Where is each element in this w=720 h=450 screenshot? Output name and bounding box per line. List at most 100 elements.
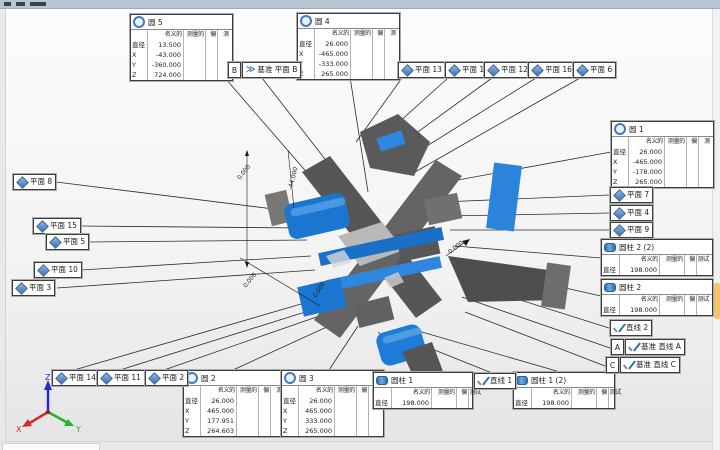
feature-title: 圆 3 xyxy=(299,373,314,383)
label-datum-plane-b[interactable]: ≫ 基准 平面 B xyxy=(242,62,302,78)
feature-table-cylinder-1-2[interactable]: 圆柱 1 (2) 名义的测量的偏差测试直径198.000 xyxy=(513,372,621,409)
plane-icon xyxy=(613,188,626,202)
label-text: 平面 15 xyxy=(50,221,77,230)
column-header: 测量的 xyxy=(664,137,686,147)
label-plane-15[interactable]: 平面 15 xyxy=(33,218,81,234)
feature-table-circle-1[interactable]: 圆 1 名义的测量的偏差测试直径26.000 X -465.000 Y -178.000… xyxy=(611,121,714,188)
measurement-grid: 名义的测量的偏差测试直径26.000X465.000Y333.000Z265.0… xyxy=(282,386,383,436)
row-label: 直径 xyxy=(132,41,145,49)
table-corner xyxy=(602,255,619,265)
deviation-cell xyxy=(372,69,384,79)
feature-table-circle-5[interactable]: 圆 5 名义的测量的偏差测试直径13.500 X -43.000 Y -360.000 Z… xyxy=(130,14,233,81)
feature-title: 圆柱 2 xyxy=(619,282,642,292)
measurement-grid: 名义的测量的偏差测试直径198.000 xyxy=(602,295,712,315)
measurement-grid: 名义的测量的偏差测试直径198.000 xyxy=(602,255,712,275)
nominal-value: 177.951 xyxy=(200,416,236,426)
feature-table-cylinder-2[interactable]: 圆柱 2 名义的测量的偏差测试直径198.000 xyxy=(601,279,713,316)
label-text: 平面 3 xyxy=(29,283,52,292)
feature-table-cylinder-2-2[interactable]: 圆柱 2 (2) 名义的测量的偏差测试直径198.000 xyxy=(601,239,713,276)
plane-icon xyxy=(576,63,589,77)
measured-cell xyxy=(664,177,686,187)
deviation-cell xyxy=(356,396,368,406)
measurement-grid: 名义的测量的偏差测试直径198.000 xyxy=(514,388,621,408)
column-header: 测试 xyxy=(698,137,711,147)
label-plane-11[interactable]: 平面 11 xyxy=(97,370,145,386)
measured-cell xyxy=(664,157,686,167)
datum-tag-c[interactable]: C xyxy=(606,357,619,373)
nominal-value: 26.000 xyxy=(298,396,334,406)
label-text: 平面 11 xyxy=(114,373,141,382)
test-cell xyxy=(270,416,283,426)
label-line-2[interactable]: 直线 2 xyxy=(610,320,653,336)
vertical-scrollbar-thumb[interactable] xyxy=(714,283,720,319)
deviation-cell xyxy=(205,40,217,50)
deviation-cell xyxy=(684,265,696,275)
label-line-1[interactable]: 直线 1 xyxy=(474,373,517,389)
feature-table-circle-4[interactable]: 圆 4 名义的测量的偏差测试直径26.000X-465.000Y-333.000… xyxy=(297,13,400,80)
label-plane-1[interactable]: 平面 1 xyxy=(445,62,489,78)
label-plane-7[interactable]: 平面 7 xyxy=(610,187,654,203)
measured-cell xyxy=(350,69,372,79)
test-cell xyxy=(696,305,710,315)
row-label: 直径 xyxy=(185,397,198,405)
column-header: 偏差 xyxy=(456,388,468,398)
feature-title: 圆 4 xyxy=(315,16,330,26)
menu-strip[interactable] xyxy=(0,0,720,9)
measured-cell xyxy=(183,60,205,70)
feature-table-circle-2[interactable]: 圆 2 名义的测量的偏差测试直径26.000 X 465.000 Y 177.951 Z 2… xyxy=(183,370,286,437)
row-label: 直径 xyxy=(299,40,312,48)
column-header: 偏差 xyxy=(686,137,698,147)
column-header: 偏差 xyxy=(205,30,217,40)
datum-letter: A xyxy=(614,342,621,352)
label-plane-9[interactable]: 平面 9 xyxy=(610,222,654,238)
table-corner xyxy=(184,386,200,396)
label-text: 平面 4 xyxy=(627,208,650,217)
column-header: 偏差 xyxy=(684,295,696,305)
label-datum-line-c[interactable]: 基准 直线 C xyxy=(620,357,681,373)
nominal-value: 265.000 xyxy=(298,426,334,436)
cylinder-icon xyxy=(604,242,616,252)
nominal-value: 13.500 xyxy=(147,40,183,50)
vertical-scrollbar[interactable] xyxy=(712,9,720,450)
label-plane-16[interactable]: 平面 16 xyxy=(528,62,576,78)
label-plane-2[interactable]: 平面 2 xyxy=(145,370,189,386)
label-text: 平面 10 xyxy=(51,265,78,274)
label-plane-4[interactable]: 平面 4 xyxy=(610,205,654,221)
label-datum-line-a[interactable]: 基准 直线 A xyxy=(625,339,685,355)
label-plane-12[interactable]: 平面 12 xyxy=(484,62,532,78)
measured-cell xyxy=(236,396,258,406)
datum-tag-a[interactable]: A xyxy=(611,339,624,355)
menu-item-mark[interactable] xyxy=(30,2,46,6)
measured-cell xyxy=(236,426,258,436)
feature-table-cylinder-1[interactable]: 圆柱 1 名义的测量的偏差测试直径198.000 xyxy=(373,372,481,409)
label-plane-8[interactable]: 平面 8 xyxy=(13,174,57,190)
test-cell xyxy=(696,265,710,275)
horizontal-scrollbar-thumb[interactable] xyxy=(2,443,100,450)
table-corner xyxy=(282,386,298,396)
menu-item-mark[interactable] xyxy=(16,2,25,6)
horizontal-scrollbar[interactable] xyxy=(0,441,712,450)
test-cell xyxy=(217,70,230,80)
column-header: 测试 xyxy=(384,29,397,39)
cylinder-icon xyxy=(604,282,616,292)
column-header: 测试 xyxy=(468,388,481,398)
label-plane-10[interactable]: 平面 10 xyxy=(34,262,82,278)
deviation-cell xyxy=(205,60,217,70)
label-plane-6[interactable]: 平面 6 xyxy=(573,62,617,78)
label-plane-14[interactable]: 平面 14 xyxy=(52,370,100,386)
deviation-cell xyxy=(356,426,368,436)
line-icon xyxy=(628,342,641,352)
measured-cell xyxy=(431,398,456,408)
feature-table-circle-3[interactable]: 圆 3 名义的测量的偏差测试直径26.000X465.000Y333.000Z2… xyxy=(281,370,384,437)
nominal-value: -360.000 xyxy=(147,60,183,70)
plane-icon xyxy=(55,371,68,385)
datum-tag-b[interactable]: B xyxy=(228,62,241,78)
label-plane-3[interactable]: 平面 3 xyxy=(12,280,56,296)
line-icon xyxy=(613,323,626,333)
nominal-value: -178.000 xyxy=(628,167,664,177)
table-corner xyxy=(514,388,531,398)
label-plane-13[interactable]: 平面 13 xyxy=(398,62,446,78)
measured-cell xyxy=(183,50,205,60)
menu-item-mark[interactable] xyxy=(4,2,11,6)
label-plane-5[interactable]: 平面 5 xyxy=(46,234,90,250)
